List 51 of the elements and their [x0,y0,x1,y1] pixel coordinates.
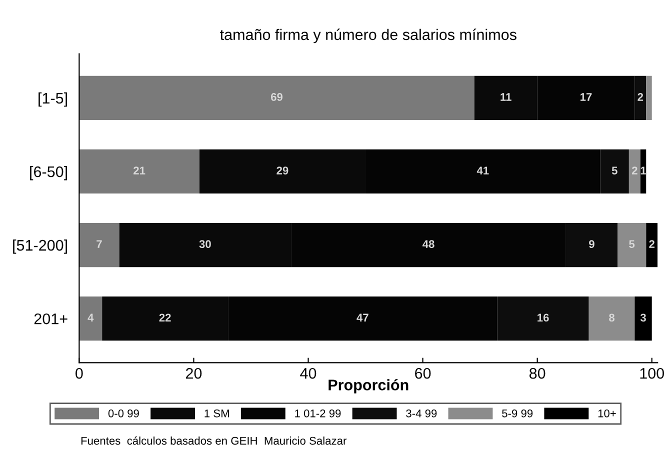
data-label: 29 [276,166,288,174]
bar [79,296,102,341]
data-label: 16 [538,314,549,322]
bar [79,149,200,194]
data-label: 7 [96,240,102,248]
bar [646,222,658,268]
legend-label: 0-0 99 [108,409,139,418]
data-label: 3 [640,314,646,322]
data-label: 30 [199,240,211,248]
legend-label: 5-9 99 [502,409,533,418]
data-label: 4 [88,314,94,322]
source-note: Fuentes cálculos basados en GEIH Mauricio Salazar [81,436,347,445]
data-label: 17 [580,93,592,101]
bar [634,296,652,341]
data-label: 9 [589,240,594,248]
data-label: 41 [476,166,489,174]
legend-label: 3-4 99 [406,409,437,418]
bar [617,222,646,268]
data-label: 2 [638,93,644,101]
x-tick-label: 0 [76,368,83,379]
x-tick-label: 40 [300,368,316,379]
bar [628,149,640,194]
y-tick-label: 201+ [34,313,68,324]
bar [79,76,474,120]
legend-label: 10+ [598,409,616,418]
data-label: 1 [640,166,646,174]
legend-label: 1 01-2 99 [295,409,341,418]
legend-label: 1 SM [204,409,229,418]
x-tick-label: 60 [415,368,431,379]
x-tick-label: 80 [529,368,546,379]
bar [79,222,120,268]
data-label: 8 [609,314,615,322]
data-label: 21 [134,166,146,174]
x-tick-label: 100 [640,368,664,379]
x-tick-label: 20 [186,368,202,379]
bar [588,296,635,341]
data-label: 2 [649,240,654,248]
data-label: 69 [270,93,283,101]
data-label: 5 [629,240,635,248]
data-label: 2 [632,166,638,174]
data-label: 22 [159,314,171,322]
x-axis-title: Proporción [328,379,408,394]
y-tick-label: [51-200] [13,239,67,254]
data-label: 48 [422,240,434,248]
y-tick-label: [1-5] [38,92,67,107]
y-tick-label: [6-50] [30,166,67,180]
data-label: 11 [500,93,512,101]
data-label: 5 [612,166,618,174]
chart-title: tamaño firma y número de salarios mínimos [220,28,516,44]
bar [646,76,652,120]
data-label: 47 [356,314,368,322]
